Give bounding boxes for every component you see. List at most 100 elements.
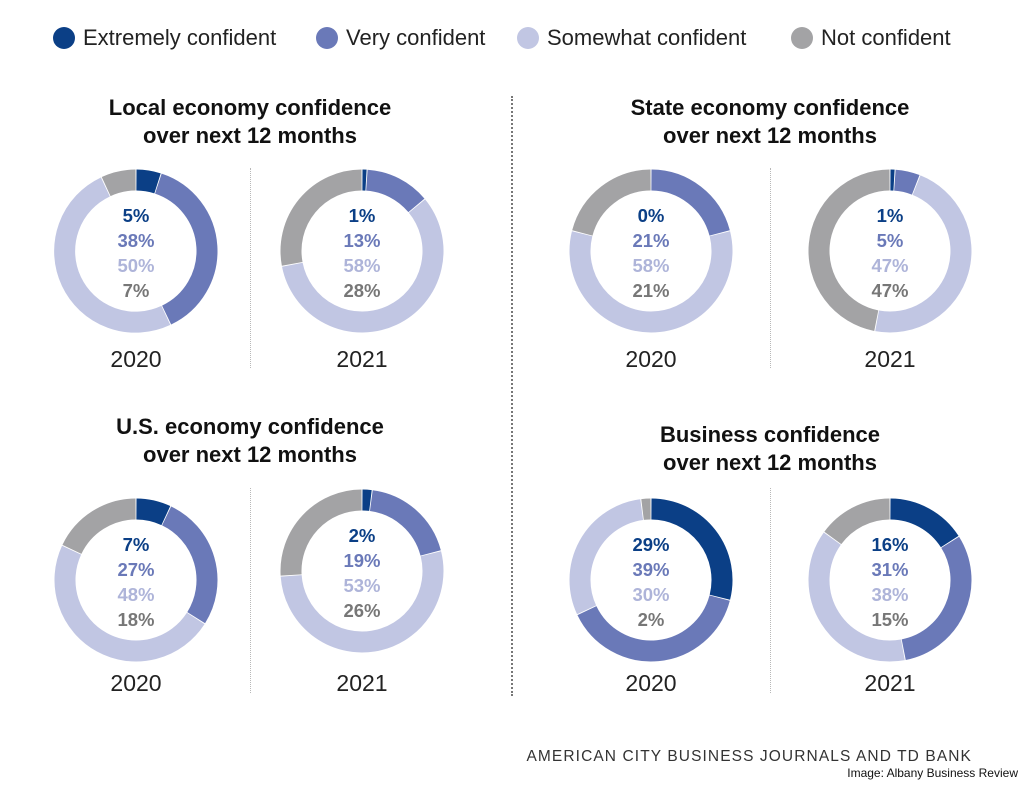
donut-segment-not-confident (280, 169, 363, 266)
year-label: 2020 (110, 346, 162, 372)
donut-center-labels: 1% 5% 47% 47% (850, 203, 930, 303)
panel-title-line: U.S. economy confidence (116, 414, 384, 439)
year-label: 2021 (864, 670, 916, 696)
donut-center-labels: 0% 21% 58% 21% (611, 203, 691, 303)
pct-very: 21% (632, 230, 670, 251)
year-label: 2021 (336, 670, 388, 696)
donut-segment-not-confident (572, 169, 652, 236)
donut-segment-very-confident (650, 169, 730, 236)
legend-swatch-extremely-confident (53, 27, 75, 49)
legend-label: Extremely confident (83, 25, 277, 50)
year-label: 2020 (625, 346, 677, 372)
donut-segment-somewhat-confident (280, 551, 444, 653)
year-label: 2020 (110, 670, 162, 696)
pct-extremely: 1% (348, 205, 376, 226)
donut-segment-somewhat-confident (808, 532, 905, 662)
donut-segment-somewhat-confident (569, 231, 733, 333)
donut-center-labels: 2% 19% 53% 26% (322, 523, 402, 623)
pct-extremely: 29% (632, 534, 670, 555)
pct-not: 21% (632, 280, 670, 301)
panel-title-us-economy: U.S. economy confidence over next 12 mon… (50, 413, 450, 469)
donut-segment-somewhat-confident (54, 177, 171, 333)
pct-somewhat: 50% (117, 255, 155, 276)
pct-extremely: 2% (348, 525, 376, 546)
donut-segment-somewhat-confident (54, 545, 205, 662)
donut-segment-very-confident (893, 169, 920, 195)
donut-segment-very-confident (365, 169, 425, 213)
pct-extremely: 5% (122, 205, 150, 226)
pct-somewhat: 47% (871, 255, 909, 276)
pct-very: 27% (117, 559, 155, 580)
legend-item-extremely-confident: Extremely confident (53, 22, 276, 54)
donut-center-labels: 5% 38% 50% 7% (96, 203, 176, 303)
panel-title-line: Business confidence (659, 422, 881, 447)
legend-item-somewhat-confident: Somewhat confident (517, 22, 746, 54)
panel-title-line: Local economy confidence (108, 95, 392, 120)
donut-segment-not-confident (824, 498, 891, 545)
pct-very: 38% (117, 230, 155, 251)
donut-segment-extremely-confident (650, 498, 733, 600)
donut-segment-not-confident (101, 169, 137, 197)
pct-somewhat: 48% (117, 584, 155, 605)
panel-title-line: over next 12 months (663, 123, 877, 148)
donut-segment-very-confident (369, 490, 441, 557)
donut-segment-not-confident (808, 169, 890, 331)
legend-label: Very confident (346, 25, 486, 50)
legend-swatch-not-confident (791, 27, 813, 49)
donut-segment-not-confident (280, 489, 363, 576)
year-label: 2021 (336, 346, 388, 372)
donut-center-labels: 29% 39% 30% 2% (611, 532, 691, 632)
legend: Extremely confident Very confident Somew… (0, 22, 1024, 54)
panel-title-state-economy: State economy confidence over next 12 mo… (570, 94, 970, 150)
pct-not: 18% (117, 609, 155, 630)
donut-segment-somewhat-confident (875, 175, 972, 333)
pct-not: 7% (122, 280, 150, 301)
donut-segment-very-confident (161, 506, 218, 624)
image-credit: Image: Albany Business Review (847, 766, 1018, 780)
donut-divider (250, 488, 251, 693)
donut-segment-not-confident (62, 498, 137, 555)
donut-divider (770, 488, 771, 693)
legend-label: Somewhat confident (547, 25, 747, 50)
pct-not: 47% (871, 280, 909, 301)
pct-somewhat: 30% (632, 584, 670, 605)
donut-segment-very-confident (154, 173, 218, 325)
pct-not: 15% (871, 609, 909, 630)
legend-item-not-confident: Not confident (791, 22, 951, 54)
donut-center-labels: 7% 27% 48% 18% (96, 532, 176, 632)
pct-not: 26% (343, 600, 381, 621)
pct-very: 19% (343, 550, 381, 571)
pct-somewhat: 38% (871, 584, 909, 605)
panel-title-line: State economy confidence (630, 95, 910, 120)
pct-not: 28% (343, 280, 381, 301)
donut-segment-extremely-confident (362, 489, 372, 511)
legend-swatch-very-confident (316, 27, 338, 49)
panel-title-line: over next 12 months (143, 123, 357, 148)
panel-title-business: Business confidence over next 12 months (570, 421, 970, 477)
pct-very: 13% (343, 230, 381, 251)
donut-segment-not-confident (641, 498, 651, 520)
pct-very: 39% (632, 559, 670, 580)
legend-item-very-confident: Very confident (316, 22, 485, 54)
pct-extremely: 7% (122, 534, 150, 555)
pct-extremely: 0% (637, 205, 665, 226)
donut-segment-somewhat-confident (569, 499, 644, 615)
pct-extremely: 1% (876, 205, 904, 226)
pct-very: 31% (871, 559, 909, 580)
center-divider (511, 96, 513, 696)
donut-center-labels: 16% 31% 38% 15% (850, 532, 930, 632)
donut-segment-extremely-confident (135, 498, 171, 526)
pct-very: 5% (876, 230, 904, 251)
pct-extremely: 16% (871, 534, 909, 555)
donut-center-labels: 1% 13% 58% 28% (322, 203, 402, 303)
legend-label: Not confident (821, 25, 951, 50)
pct-somewhat: 58% (343, 255, 381, 276)
donut-divider (770, 168, 771, 368)
donut-segment-very-confident (577, 595, 730, 662)
pct-not: 2% (637, 609, 665, 630)
donut-segment-extremely-confident (889, 498, 959, 548)
donut-segment-extremely-confident (135, 169, 161, 194)
panel-title-line: over next 12 months (143, 442, 357, 467)
source-note: AMERICAN CITY BUSINESS JOURNALS AND TD B… (526, 748, 972, 765)
